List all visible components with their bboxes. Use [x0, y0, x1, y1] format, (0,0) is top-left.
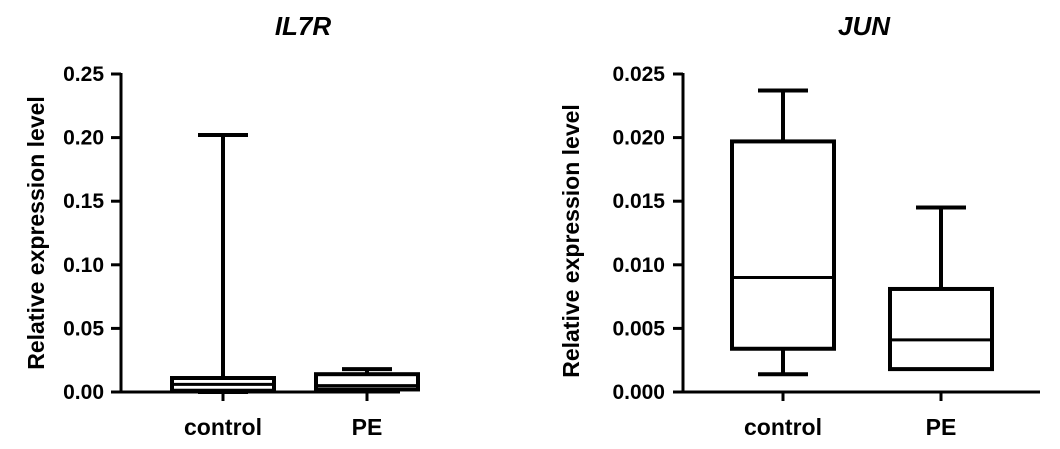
il7r-category-label: control [184, 414, 262, 440]
il7r-box-PE [314, 367, 420, 393]
jun-chart: JUN Relative expression level 0.000 0.005… [558, 11, 1040, 440]
box-iqr [730, 139, 836, 351]
jun-boxes [730, 88, 994, 377]
il7r-box-control [170, 133, 276, 394]
jun-y-tick-label: 0.005 [612, 317, 665, 340]
box-iqr [888, 286, 994, 372]
jun-y-axis-label: Relative expression level [558, 104, 584, 378]
jun-y-tick-labels: 0.000 0.005 0.010 0.015 0.020 0.025 [612, 63, 665, 404]
il7r-y-axis-label: Relative expression level [23, 96, 49, 370]
jun-category-label: PE [926, 414, 957, 440]
il7r-y-tick-label: 0.25 [63, 63, 104, 86]
il7r-y-tick-label: 0.15 [63, 190, 104, 213]
jun-box-PE [888, 205, 994, 372]
il7r-category-label: PE [352, 414, 383, 440]
jun-y-tick-label: 0.020 [612, 127, 665, 150]
il7r-y-tick-labels: 0.00 0.05 0.10 0.15 0.20 0.25 [63, 63, 104, 404]
il7r-chart-title: IL7R [275, 11, 332, 41]
jun-y-tick-label: 0.000 [612, 381, 665, 404]
box-iqr [314, 372, 420, 392]
il7r-y-tick-label: 0.00 [63, 381, 104, 404]
il7r-y-tick-label: 0.20 [63, 127, 104, 150]
il7r-boxes [170, 133, 420, 394]
jun-chart-title: JUN [838, 11, 891, 41]
jun-category-labels: control PE [744, 414, 956, 440]
jun-category-label: control [744, 414, 822, 440]
jun-axes [673, 72, 1040, 401]
jun-y-tick-label: 0.015 [612, 190, 665, 213]
il7r-y-tick-label: 0.05 [63, 317, 104, 340]
il7r-y-tick-label: 0.10 [63, 254, 104, 277]
jun-y-tick-label: 0.025 [612, 63, 665, 86]
il7r-chart: IL7R Relative expression level 0.000.050… [23, 11, 420, 440]
jun-box-control [730, 88, 836, 377]
il7r-category-labels: control PE [184, 414, 382, 440]
jun-y-tick-label: 0.010 [612, 254, 665, 277]
